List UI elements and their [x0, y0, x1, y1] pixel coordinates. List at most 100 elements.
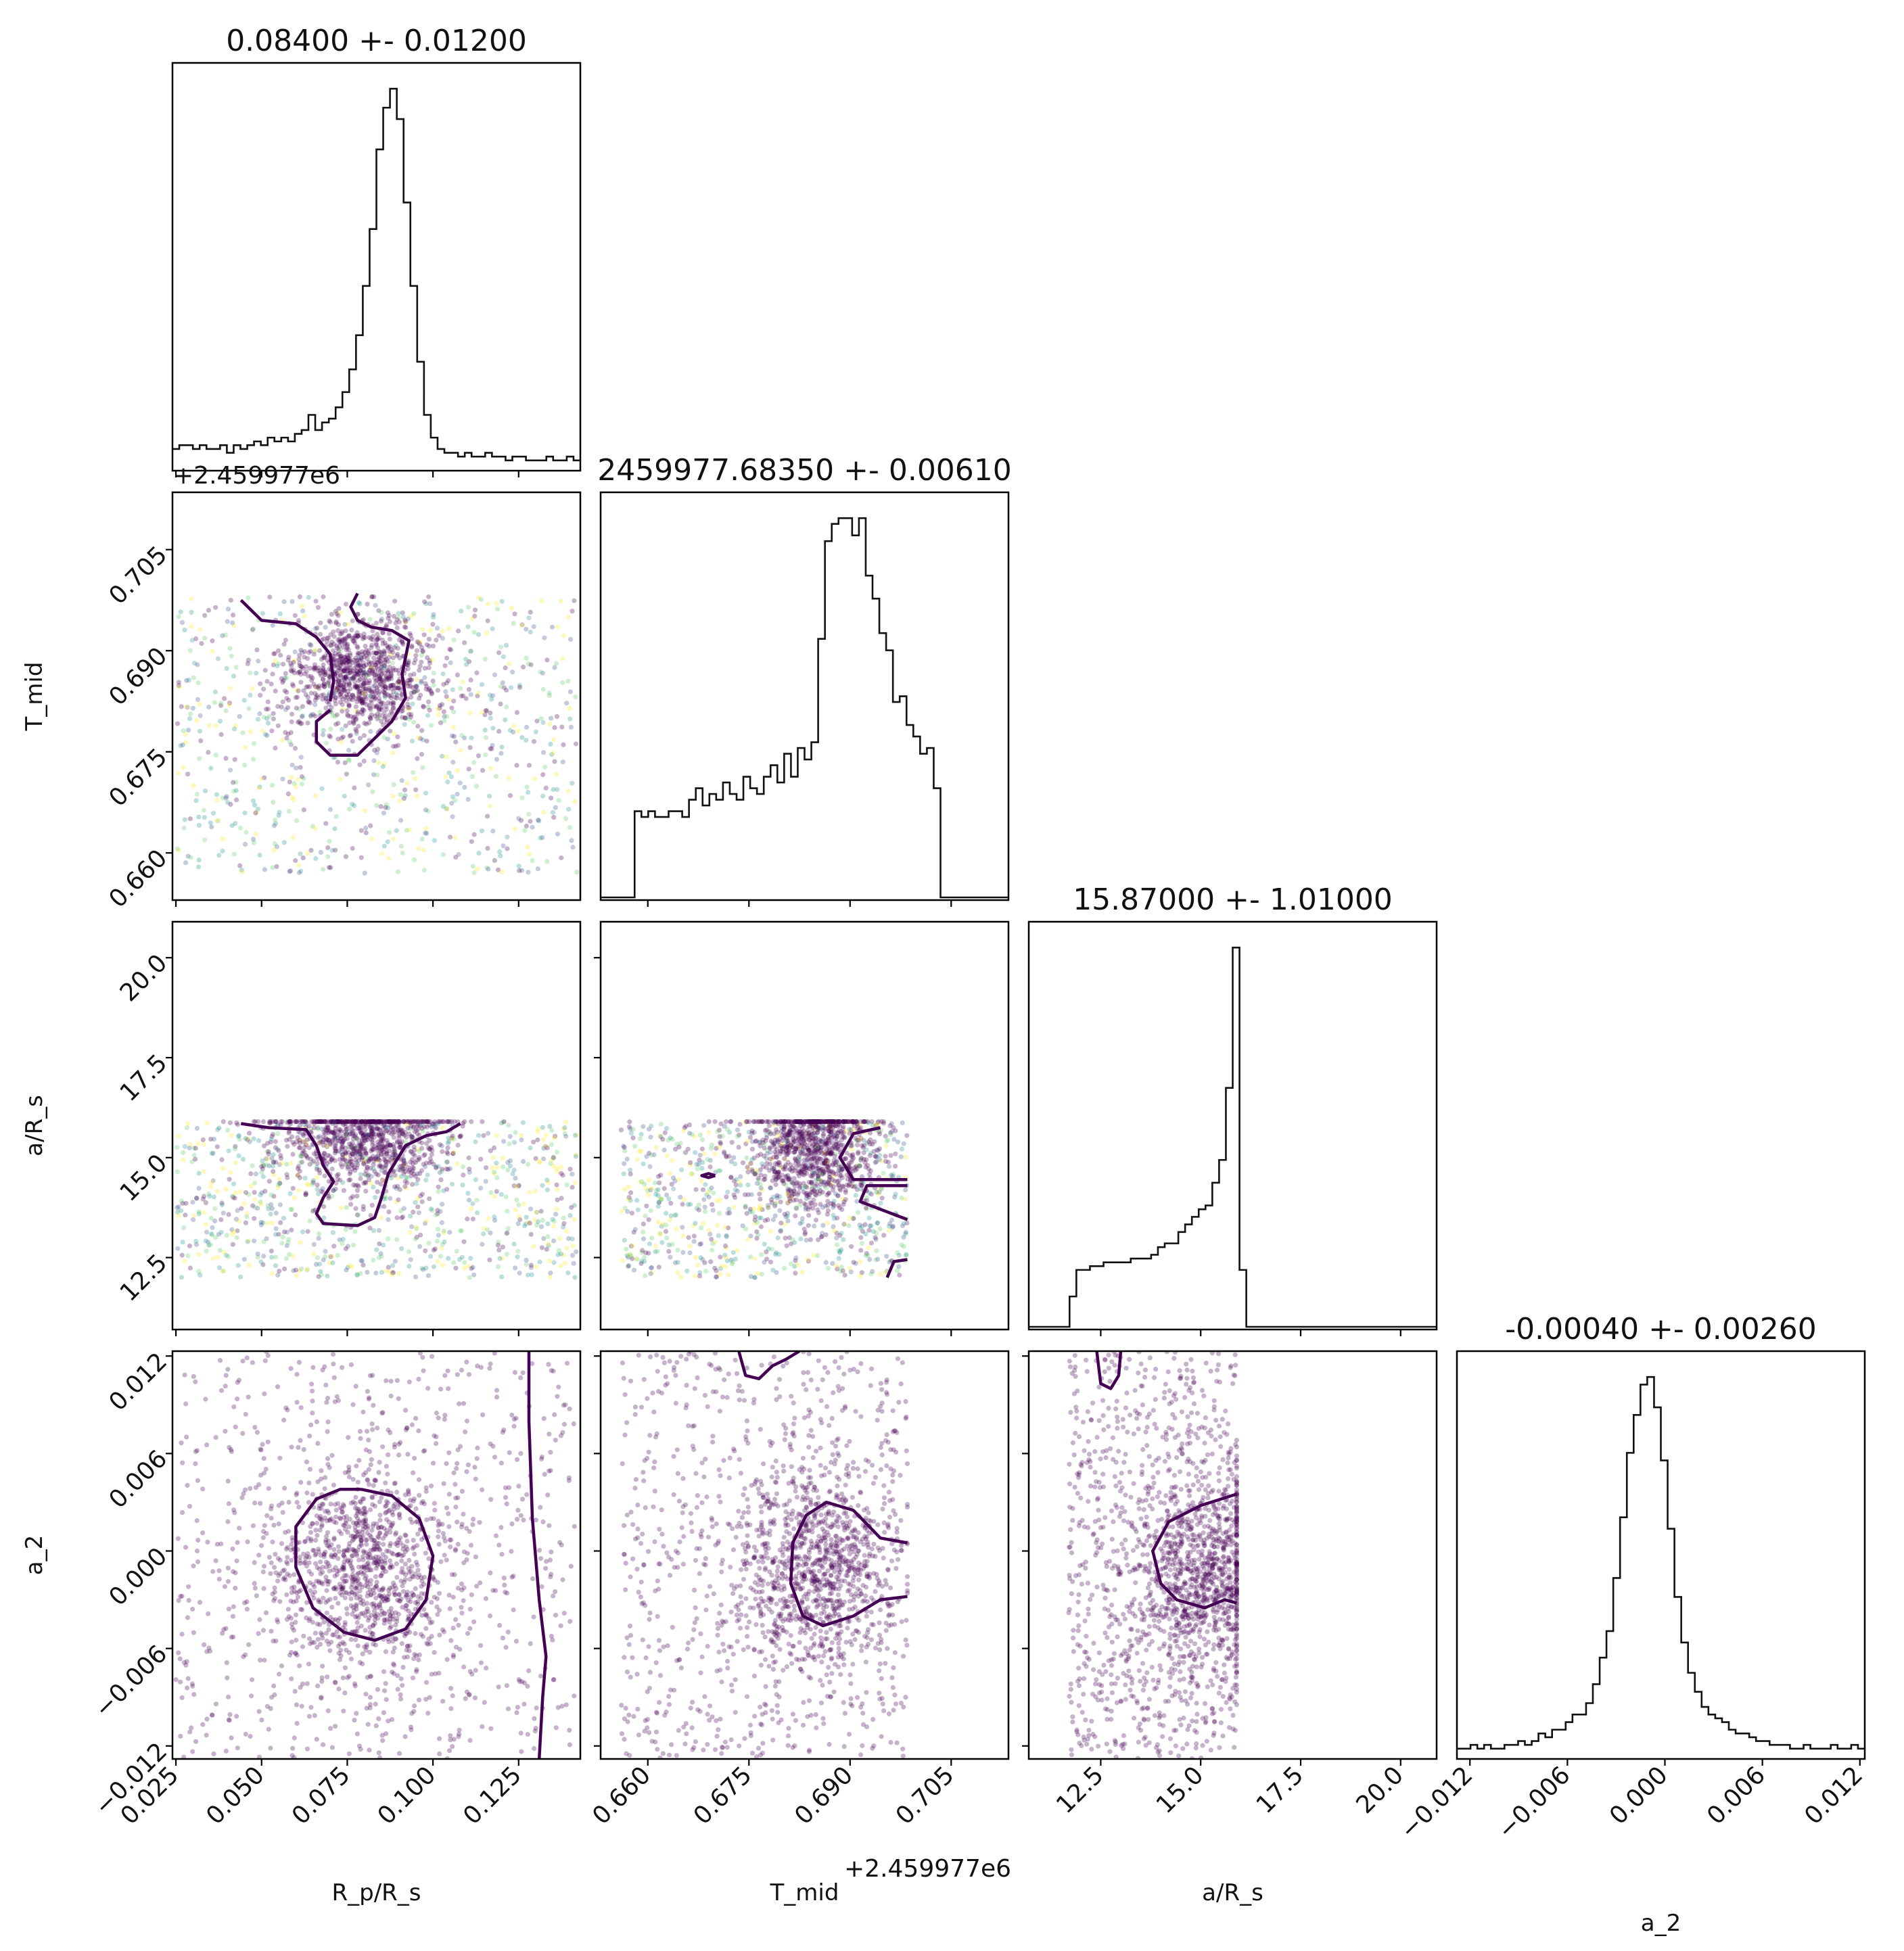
scatter-point [340, 629, 345, 634]
scatter-point [423, 681, 428, 686]
scatter-point [283, 671, 288, 676]
scatter-point [486, 1216, 492, 1221]
scatter-point [622, 1187, 627, 1192]
scatter-point [269, 681, 274, 687]
scatter-point [510, 1171, 515, 1177]
scatter-point [358, 1119, 364, 1125]
scatter-point [488, 715, 493, 721]
scatter-point [388, 644, 393, 649]
scatter-point [351, 638, 356, 644]
scatter-point [344, 712, 350, 718]
scatter-point [509, 605, 514, 611]
scatter-point [848, 1127, 854, 1133]
scatter-point [328, 865, 333, 870]
scatter-point [401, 1119, 407, 1125]
scatter-point [797, 1132, 803, 1137]
scatter-point [260, 1162, 266, 1167]
scatter-point [422, 1164, 428, 1169]
scatter-point [331, 1119, 336, 1125]
scatter-point [814, 1119, 820, 1125]
scatter-point [785, 1160, 791, 1165]
scatter-point [847, 1153, 853, 1158]
scatter-point [374, 686, 379, 691]
scatter-point [444, 713, 450, 720]
scatter-point [420, 627, 425, 632]
scatter-point [404, 1185, 409, 1191]
scatter-point [298, 672, 304, 677]
scatter-point [415, 688, 420, 693]
scatter-point [438, 1246, 444, 1251]
scatter-point [240, 730, 246, 736]
scatter-point [642, 1181, 647, 1187]
scatter-point [756, 1119, 762, 1125]
scatter-point [264, 715, 270, 721]
scatter-point [301, 688, 306, 693]
scatter-point [384, 1128, 389, 1133]
scatter-point [273, 688, 278, 694]
scatter-point [258, 1164, 264, 1169]
scatter-point [456, 628, 461, 634]
scatter-point [358, 674, 364, 679]
scatter-point [203, 1222, 208, 1227]
scatter-point [359, 655, 365, 661]
scatter-point [311, 1242, 317, 1247]
scatter-point [374, 750, 379, 755]
scatter-point [407, 677, 413, 682]
scatter-point [385, 1236, 391, 1242]
scatter-point [413, 1236, 418, 1242]
scatter-point [274, 844, 279, 849]
scatter-point [515, 1221, 521, 1226]
scatter-point [326, 667, 332, 672]
scatter-point [407, 1126, 413, 1131]
scatter-point [378, 701, 384, 707]
scatter-point [815, 1119, 820, 1125]
scatter-point [335, 1119, 340, 1125]
scatter-point [320, 732, 326, 737]
scatter-point [354, 668, 360, 674]
scatter-point [499, 598, 505, 604]
scatter-point [495, 607, 501, 612]
scatter-point [349, 1162, 354, 1167]
scatter-point [331, 641, 337, 647]
scatter-point [847, 1215, 853, 1221]
scatter-point [390, 1272, 395, 1278]
scatter-point [278, 653, 283, 658]
scatter-point [346, 1164, 351, 1170]
scatter-point [360, 684, 365, 689]
scatter-point [265, 706, 271, 712]
scatter-point [488, 710, 493, 715]
scatter-point [378, 655, 384, 661]
scatter-point [432, 1119, 438, 1125]
scatter-point [350, 1162, 356, 1168]
scatter-point [368, 1125, 373, 1130]
scatter-point [408, 1213, 413, 1219]
scatter-point [400, 708, 405, 713]
scatter-point [893, 1128, 898, 1133]
scatter-point [383, 805, 388, 810]
scatter-point [338, 1150, 344, 1155]
scatter-point [903, 1187, 908, 1193]
scatter-point [321, 692, 326, 698]
scatter-point [350, 676, 356, 681]
scatter-point [376, 1255, 382, 1261]
scatter-point [862, 1222, 868, 1227]
scatter-point [386, 700, 391, 705]
scatter-point [292, 649, 298, 655]
scatter-point [329, 1119, 334, 1125]
scatter-point [461, 1121, 466, 1126]
scatter-point [354, 1165, 360, 1171]
scatter-point [384, 707, 389, 712]
scatter-point [796, 1169, 802, 1174]
scatter-point [299, 1266, 304, 1271]
scatter-point [772, 1140, 777, 1146]
scatter-point [220, 837, 225, 842]
scatter-point [519, 622, 525, 628]
scatter-point [417, 1244, 423, 1249]
scatter-point [319, 1119, 325, 1125]
scatter-point [278, 1119, 283, 1125]
scatter-point [357, 601, 363, 607]
scatter-point [402, 1133, 407, 1138]
scatter-point [346, 658, 352, 664]
scatter-point [377, 655, 382, 661]
scatter-point [783, 1236, 788, 1241]
